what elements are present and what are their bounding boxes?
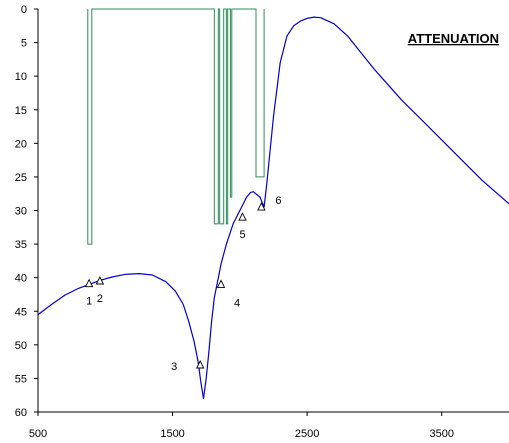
attenuation-curve [37,16,509,400]
y-tick-label: 45 [15,306,27,318]
mask-line [87,8,265,245]
marker-triangle [195,359,205,369]
y-tick-label: 40 [15,273,27,285]
marker-triangle [238,212,247,221]
plot-area [38,9,509,412]
y-tick-label: 30 [15,206,27,218]
marker-triangle [84,278,94,288]
marker-label: 1 [86,296,92,308]
y-tick-label: 5 [21,38,27,50]
y-tick-label: 35 [15,239,27,251]
y-tick-label: 20 [15,138,27,150]
y-tick-label: 60 [15,407,27,419]
x-tick-label: 3500 [429,428,453,440]
x-tick-label: 2500 [295,428,319,440]
marker-label: 4 [234,297,240,309]
marker-label: 6 [275,195,281,207]
y-tick-label: 50 [15,340,27,352]
y-tick-label: 25 [15,172,27,184]
x-tick-label: 1500 [160,428,184,440]
marker-triangle [257,202,266,211]
marker-layer: 1 2 3 4 5 6 [84,195,281,373]
y-tick-label: 0 [21,4,27,16]
y-tick-label: 15 [15,105,27,117]
marker-triangle [95,275,105,285]
marker-label: 2 [97,293,103,305]
y-tick-label: 10 [15,71,27,83]
x-tick-label: 500 [29,428,47,440]
curve-layer [37,16,509,400]
marker-triangle [216,279,226,288]
mask-layer [87,8,265,245]
chart-title: ATTENUATION [408,31,499,46]
marker-label: 5 [239,229,245,241]
y-tick-label: 55 [15,373,27,385]
marker-label: 3 [171,361,177,373]
